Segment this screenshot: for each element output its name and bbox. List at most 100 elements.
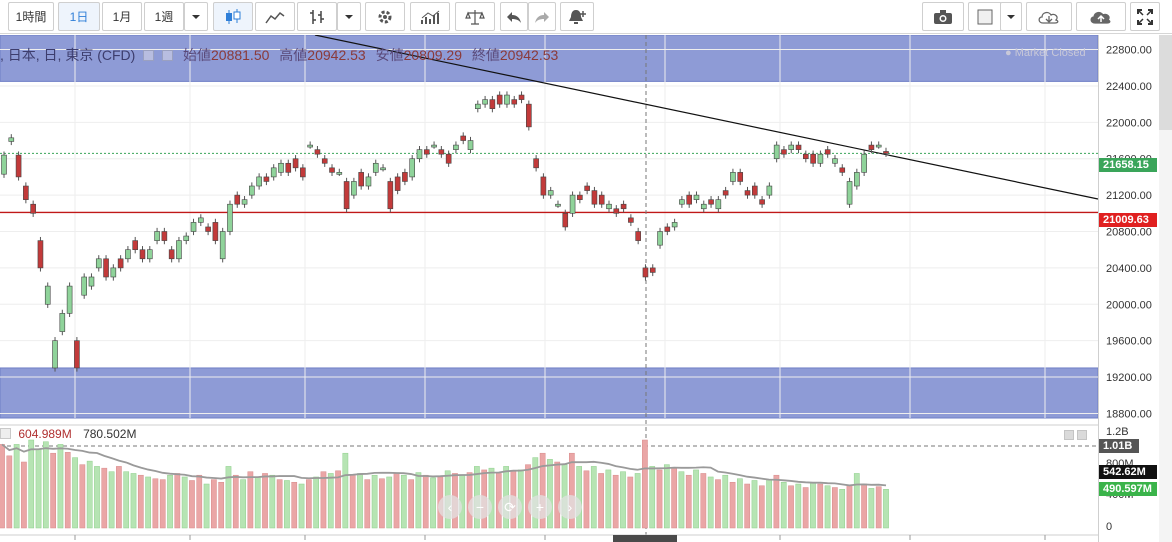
volume-bar: [386, 476, 393, 529]
candle-body: [402, 172, 408, 182]
redo-button[interactable]: [528, 2, 556, 31]
interval-dropdown-button[interactable]: [184, 2, 208, 31]
price-chart-svg[interactable]: 22800.0022400.0022000.0021600.0021200.00…: [0, 35, 1172, 542]
price-axis-tick-label: 22000.00: [1106, 117, 1152, 129]
volume-bar: [13, 444, 20, 529]
candle-body: [132, 240, 139, 250]
pane-minimize-icon[interactable]: [1077, 430, 1087, 440]
zoom-in-icon[interactable]: +: [528, 495, 552, 519]
candle-body: [198, 217, 204, 223]
volume-bar: [422, 474, 429, 529]
candle-body: [460, 135, 467, 141]
chevron-down-icon: [345, 14, 353, 19]
scroll-right-icon[interactable]: ›: [558, 495, 582, 519]
zoom-out-icon[interactable]: −: [468, 495, 492, 519]
scale-icon: [465, 9, 485, 25]
volume-bar: [824, 485, 831, 529]
interval-1d-button[interactable]: 1日: [58, 2, 100, 31]
reset-zoom-icon[interactable]: ⟳: [498, 495, 522, 519]
bar-chart-button[interactable]: [297, 2, 337, 31]
undo-button[interactable]: [500, 2, 528, 31]
price-axis-tick-label: 20000.00: [1106, 299, 1152, 311]
price-axis-tick-label: 20800.00: [1106, 227, 1152, 239]
volume-legend-icon[interactable]: [0, 428, 11, 439]
layout-dropdown-button[interactable]: [1000, 2, 1022, 31]
candle-body: [540, 176, 547, 196]
candle-body: [839, 167, 846, 173]
candle-body: [88, 276, 95, 287]
price-axis-tick-label: 19600.00: [1106, 336, 1152, 348]
interval-1w-button[interactable]: 1週: [144, 2, 184, 31]
low-label: 安値: [375, 47, 404, 63]
open-label: 始値: [183, 47, 211, 63]
pane-maximize-icon[interactable]: [1064, 430, 1074, 440]
ohlc-bar-icon: [310, 9, 324, 24]
volume-bar: [305, 479, 312, 529]
candle-body: [176, 240, 182, 260]
interval-1d-label: 1日: [69, 10, 89, 24]
candle-body: [875, 144, 882, 148]
candle-body: [278, 162, 284, 173]
candle-body: [190, 222, 197, 232]
volume-bar: [846, 485, 853, 529]
indicators-button[interactable]: [410, 2, 450, 31]
save-chart-button[interactable]: [1076, 2, 1126, 31]
volume-bar: [320, 471, 327, 529]
snapshot-button[interactable]: [922, 2, 964, 31]
candle-body: [37, 240, 44, 269]
volume-bar: [262, 473, 268, 529]
candle-body: [584, 185, 590, 191]
candle-body: [256, 176, 262, 187]
candlestick-chart-button[interactable]: [213, 2, 253, 31]
candle-body: [693, 194, 700, 200]
candle-body: [234, 194, 241, 205]
area-chart-button[interactable]: [255, 2, 295, 31]
compare-button[interactable]: [455, 2, 495, 31]
interval-1m-label: 1月: [112, 10, 132, 24]
layout-button[interactable]: [968, 2, 1002, 31]
price-axis-tick-label: 19200.00: [1106, 372, 1152, 384]
volume-bar: [64, 452, 71, 529]
support-price-tag: 21009.63: [1099, 213, 1157, 227]
candle-body: [868, 144, 875, 150]
volume-bar: [145, 476, 151, 529]
volume-bar: [298, 483, 305, 529]
candle-body: [438, 149, 445, 155]
settings-button[interactable]: [365, 2, 405, 31]
candle-body: [504, 94, 510, 105]
volume-bar: [225, 466, 232, 529]
current-price-tag: 21658.15: [1099, 158, 1157, 172]
alert-button[interactable]: [560, 2, 594, 31]
vertical-scrollbar-thumb[interactable]: [1159, 35, 1172, 130]
candle-body: [810, 153, 816, 164]
candle-body: [423, 149, 430, 155]
volume-bar: [357, 473, 363, 529]
alert-bell-icon: [569, 9, 586, 24]
interval-1m-button[interactable]: 1月: [102, 2, 142, 31]
load-chart-button[interactable]: [1026, 2, 1072, 31]
candle-body: [591, 190, 598, 205]
candle-body: [744, 190, 751, 196]
volume-bar: [525, 464, 531, 529]
volume-max-tag: 1.01B: [1099, 439, 1139, 453]
volume-bar: [554, 461, 561, 529]
legend-close-icon[interactable]: [162, 50, 174, 61]
candle-body: [154, 231, 160, 241]
legend-format-icon[interactable]: [143, 50, 155, 61]
volume-bar: [408, 479, 414, 529]
chart-area[interactable]: 22800.0022400.0022000.0021600.0021200.00…: [0, 35, 1172, 542]
volume-legend: 604.989M 780.502M: [0, 427, 136, 441]
fullscreen-button[interactable]: [1130, 2, 1160, 31]
cloud-download-icon: [1038, 11, 1059, 24]
candlestick-icon: [226, 8, 241, 24]
candle-body: [103, 258, 109, 278]
chart-type-dropdown-button[interactable]: [337, 2, 361, 31]
candle-body: [81, 276, 87, 296]
interval-1h-button[interactable]: 1時間: [8, 2, 54, 31]
volume-bar: [605, 469, 612, 529]
interval-1w-label: 1週: [154, 10, 174, 24]
candle-body: [380, 167, 386, 171]
volume-bar: [21, 461, 27, 529]
vertical-scrollbar-track[interactable]: [1159, 35, 1172, 542]
scroll-left-icon[interactable]: ‹: [438, 495, 462, 519]
